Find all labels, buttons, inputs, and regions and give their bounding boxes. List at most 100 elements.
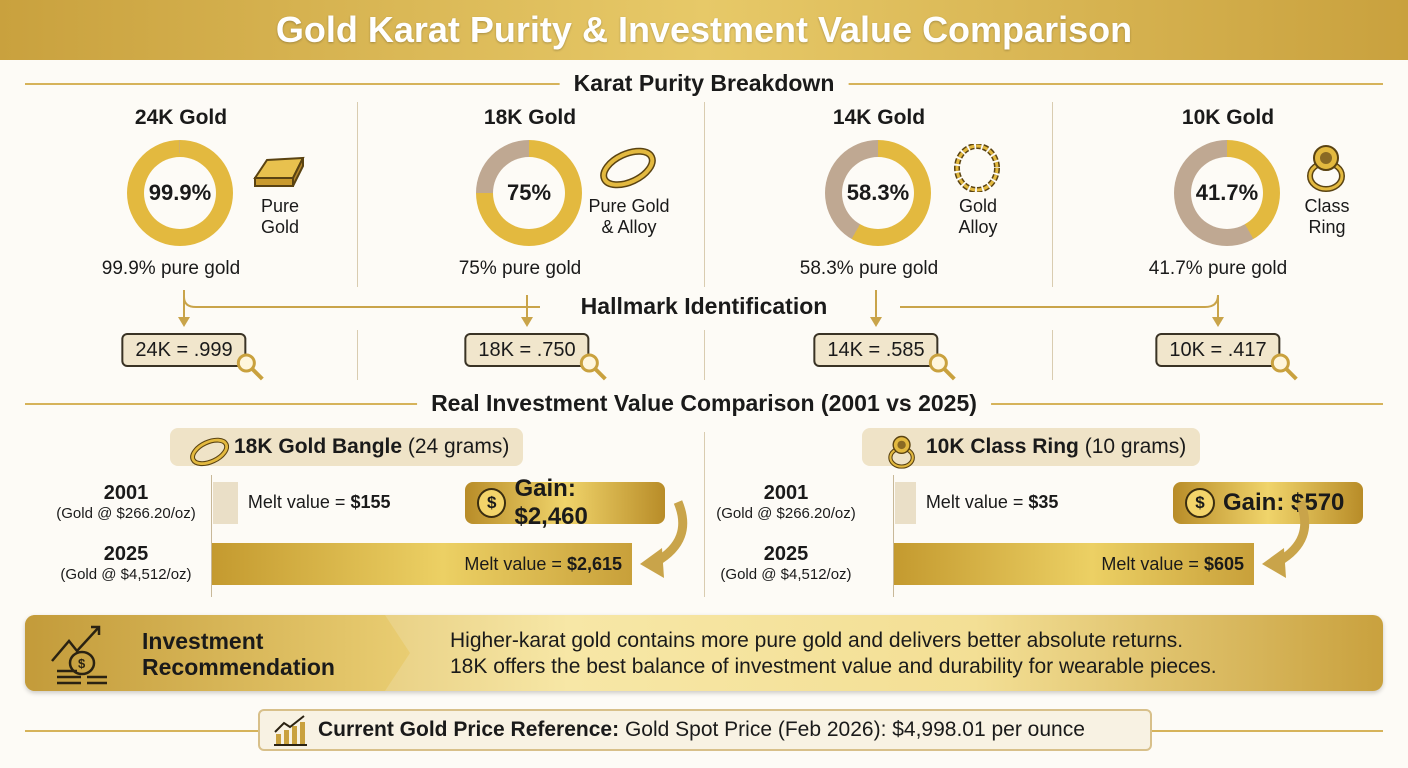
recommendation-title-1: Investment [142, 628, 264, 654]
melt-value-2001: Melt value = $35 [926, 492, 1059, 513]
year-2001-label: 2001 (Gold @ $266.20/oz) [696, 482, 876, 523]
purity-value: 75% [493, 157, 565, 229]
karat-title: 14K Gold [832, 106, 926, 129]
class-ring-icon [1298, 144, 1354, 192]
growth-coins-icon: $ [51, 625, 107, 685]
gold-bar-icon [251, 144, 307, 192]
magnifier-icon [1271, 353, 1299, 381]
description-line: Class [1304, 196, 1350, 216]
melt-label: Melt value = [247, 492, 351, 512]
purity-caption: 75% pure gold [458, 258, 582, 279]
karat-column: 18K Gold 75% Pure Gold & Alloy 75% pure g… [354, 100, 706, 290]
hallmark-value: 18K = .750 [478, 338, 576, 361]
divider [357, 330, 358, 380]
year: 2001 [103, 482, 149, 504]
melt-value-2001: Melt value = $155 [248, 492, 391, 513]
recommendation-title-2: Recommendation [142, 654, 335, 680]
recommendation-line-1: Higher-karat gold contains more pure gol… [450, 629, 1184, 652]
purity-donut: 58.3% [825, 140, 931, 246]
section-title-hallmark: Hallmark Identification [570, 293, 838, 320]
purity-caption: 58.3% pure gold [799, 258, 939, 279]
item-weight: (24 grams) [407, 435, 510, 458]
hallmark-connectors [178, 290, 1224, 327]
karat-title: 24K Gold [134, 106, 228, 129]
curved-arrow-icon [640, 500, 688, 578]
divider [704, 102, 705, 287]
dollar-coin-icon: $ [477, 488, 507, 518]
karat-title: 18K Gold [483, 106, 577, 129]
gold-price: (Gold @ $4,512/oz) [60, 566, 192, 583]
melt-label: Melt value = [925, 492, 1029, 512]
melt-label: Melt value = [1101, 553, 1199, 574]
description-line: Pure Gold [588, 196, 670, 216]
reference-text: Gold Spot Price (Feb 2026): $4,998.01 pe… [624, 718, 1085, 741]
bar-2025: Melt value = $605 [894, 543, 1254, 585]
hallmark-box: 10K = .417 [1155, 333, 1299, 381]
gain-value: Gain: $570 [1223, 489, 1345, 516]
reference-label: Current Gold Price Reference: [318, 718, 620, 741]
gain-badge: $ Gain: $570 [1173, 482, 1363, 524]
dollar-coin-icon: $ [1185, 488, 1215, 518]
item-name: 18K Gold Bangle [234, 435, 403, 458]
hallmark-box: 14K = .585 [813, 333, 957, 381]
curved-arrow-icon [1262, 500, 1310, 578]
item-weight: (10 grams) [1084, 435, 1187, 458]
gold-price: (Gold @ $266.20/oz) [56, 505, 196, 522]
hallmark-value: 10K = .417 [1169, 338, 1267, 361]
gold-price: (Gold @ $266.20/oz) [716, 505, 856, 522]
svg-text:$: $ [78, 656, 86, 671]
description-line: Gold [260, 217, 300, 237]
section-title-investment: Real Investment Value Comparison (2001 v… [417, 390, 991, 417]
recommendation-line-2: 18K offers the best balance of investmen… [450, 655, 1217, 678]
karat-column: 24K Gold 99.9% Pure Gold 99.9% pure gold [5, 100, 357, 290]
melt-label: Melt value = [464, 553, 562, 574]
purity-donut: 99.9% [127, 140, 233, 246]
year: 2025 [103, 543, 149, 565]
item-name: 10K Class Ring [926, 435, 1079, 458]
hallmark-value: 14K = .585 [827, 338, 925, 361]
gold-ring-icon [600, 144, 656, 192]
year-2025-label: 2025 (Gold @ $4,512/oz) [36, 543, 216, 584]
melt-amount: $2,615 [566, 553, 622, 574]
gain-value: Gain: $2,460 [514, 475, 588, 530]
karat-title: 10K Gold [1181, 106, 1275, 129]
section-title-purity: Karat Purity Breakdown [559, 70, 849, 97]
magnifier-icon [237, 353, 265, 381]
hallmark-box: 18K = .750 [464, 333, 608, 381]
purity-value: 58.3% [842, 157, 914, 229]
recommendation-banner: $ Investment Recommendation Higher-karat … [25, 615, 1383, 691]
gold-price: (Gold @ $4,512/oz) [720, 566, 852, 583]
year: 2025 [763, 543, 809, 565]
purity-donut: 75% [476, 140, 582, 246]
year-2001-label: 2001 (Gold @ $266.20/oz) [36, 482, 216, 523]
karat-column: 14K Gold 58.3% Gold Alloy 58.3% pure gold [703, 100, 1055, 290]
divider [1052, 102, 1053, 287]
purity-caption: 41.7% pure gold [1148, 258, 1288, 279]
price-reference: Current Gold Price Reference: Gold Spot … [258, 709, 1152, 751]
karat-description: Pure Gold [225, 196, 335, 238]
purity-donut: 41.7% [1174, 140, 1280, 246]
description-line: Gold [958, 196, 998, 216]
chain-icon [949, 143, 1005, 193]
magnifier-icon [580, 353, 608, 381]
divider [357, 102, 358, 287]
karat-description: Pure Gold & Alloy [574, 196, 684, 238]
page-title: Gold Karat Purity & Investment Value Com… [275, 9, 1133, 50]
purity-value: 41.7% [1191, 157, 1263, 229]
item-tag: 18K Gold Bangle (24 grams) [170, 428, 524, 467]
karat-column: 10K Gold 41.7% Class Ring 41.7% pure gold [1052, 100, 1404, 290]
melt-amount: $605 [1203, 553, 1244, 574]
hallmark-value: 24K = .999 [135, 338, 233, 361]
divider [704, 330, 705, 380]
description-line: & Alloy [601, 217, 657, 237]
description-line: Pure [260, 196, 300, 216]
chart-up-icon [274, 715, 307, 746]
purity-value: 99.9% [144, 157, 216, 229]
divider [704, 432, 705, 597]
purity-caption: 99.9% pure gold [101, 258, 241, 279]
melt-amount: $155 [350, 492, 391, 512]
year-2025-label: 2025 (Gold @ $4,512/oz) [696, 543, 876, 584]
description-line: Ring [1308, 217, 1346, 237]
bangle-icon [190, 435, 230, 467]
magnifier-icon [929, 353, 957, 381]
